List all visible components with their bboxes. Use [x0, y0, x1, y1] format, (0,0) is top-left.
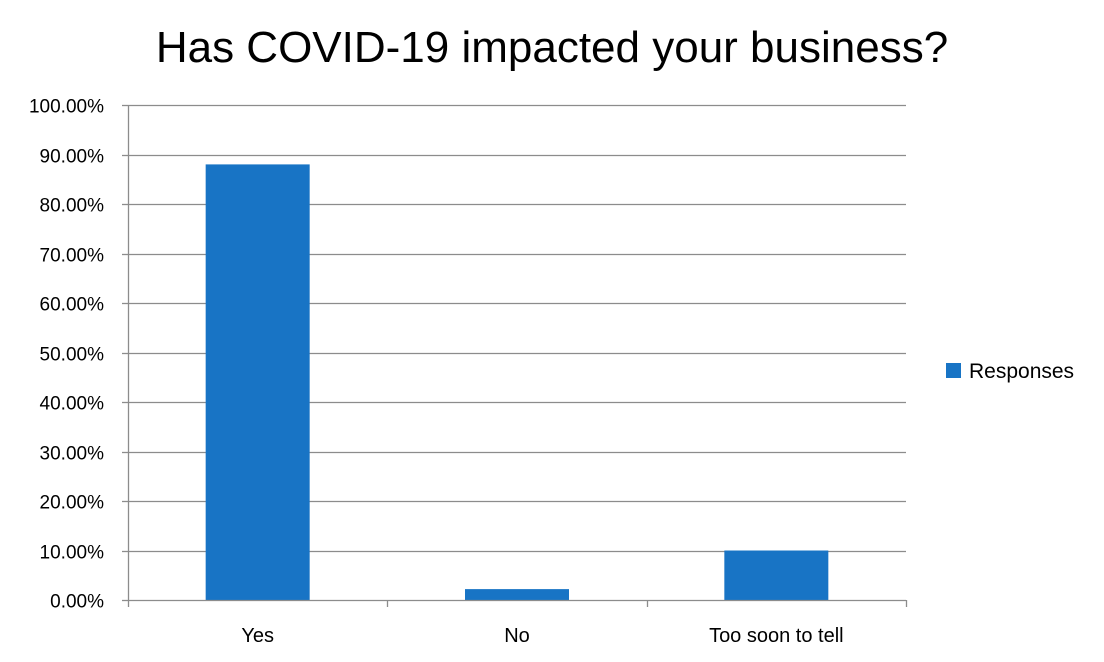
legend-label: Responses [969, 360, 1074, 383]
y-tick-label: 20.00% [40, 493, 105, 514]
y-tick-label: 60.00% [40, 295, 105, 316]
bar-yes [205, 164, 310, 600]
bar-too-soon-to-tell [724, 550, 829, 600]
y-tick-label: 0.00% [50, 592, 104, 613]
legend: Responses [946, 360, 1074, 383]
y-tick-label: 10.00% [40, 543, 105, 564]
y-tick-label: 70.00% [40, 246, 105, 267]
y-tick-label: 80.00% [40, 196, 105, 217]
y-axis-tick-labels: 0.00% 10.00% 20.00% 30.00% 40.00% 50.00% 60.00… [29, 97, 104, 613]
x-axis-category-labels: Yes No Too soon to tell [241, 625, 843, 647]
bars [205, 164, 829, 600]
y-tick-label: 100.00% [29, 97, 104, 118]
x-category-label: Yes [241, 625, 274, 647]
axes [122, 104, 908, 607]
y-tick-label: 40.00% [40, 394, 105, 415]
chart-title: Has COVID-19 impacted your business? [156, 23, 948, 72]
bar-no [465, 589, 569, 600]
x-category-label: Too soon to tell [709, 625, 844, 647]
y-tick-label: 50.00% [40, 345, 105, 366]
legend-swatch [946, 363, 961, 378]
y-tick-label: 90.00% [40, 147, 105, 168]
y-tick-label: 30.00% [40, 444, 105, 465]
x-category-label: No [504, 625, 530, 647]
